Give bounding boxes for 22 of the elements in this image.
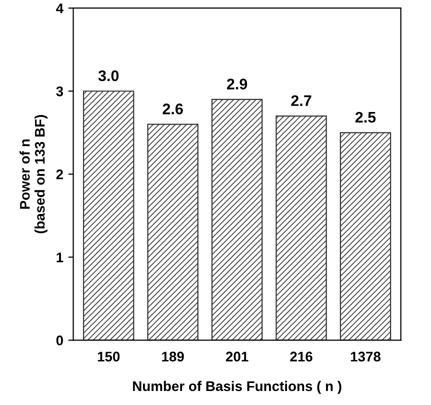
y-tick-label: 2 — [56, 169, 63, 180]
x-tick-label: 1378 — [350, 352, 381, 362]
bar — [147, 124, 198, 340]
bar — [82, 90, 134, 340]
y-tick-label: 0 — [56, 336, 63, 346]
bar — [211, 98, 263, 340]
bar — [340, 132, 392, 340]
x-tick-label: 150 — [98, 352, 120, 362]
y-tick-label: 1 — [56, 252, 64, 262]
y-tick-label: 3 — [56, 86, 64, 96]
data-label: 2.9 — [226, 78, 248, 90]
data-label: 3.0 — [98, 70, 119, 82]
x-tick-label: 216 — [290, 352, 312, 362]
x-tick-label: 201 — [226, 352, 248, 362]
data-label: 2.7 — [291, 95, 312, 106]
x-tick-label: 189 — [162, 352, 184, 362]
y-tick-label: 4 — [56, 4, 64, 14]
data-label: 2.5 — [355, 112, 376, 123]
x-axis-title: Number of Basis Functions ( n ) — [133, 380, 342, 394]
bar — [276, 115, 327, 340]
y-axis-title: Power of n (based on 133 BF) — [20, 115, 48, 234]
data-label: 2.6 — [162, 104, 183, 114]
